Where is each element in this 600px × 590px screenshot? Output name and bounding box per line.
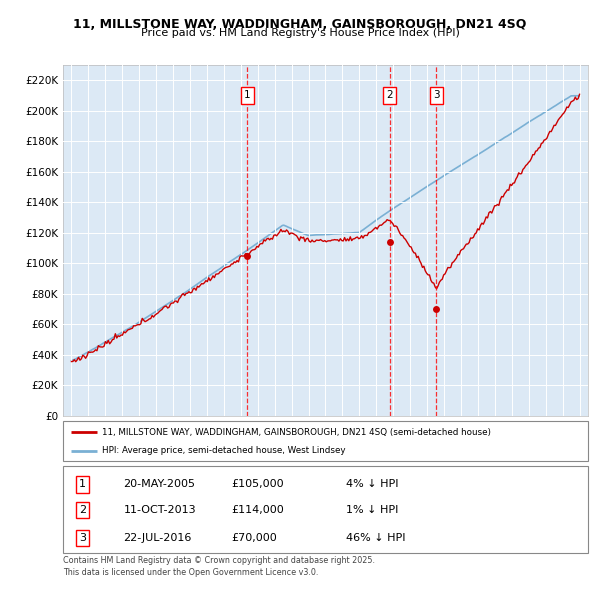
Text: £114,000: £114,000 [231, 505, 284, 514]
Text: £70,000: £70,000 [231, 533, 277, 543]
Text: Price paid vs. HM Land Registry's House Price Index (HPI): Price paid vs. HM Land Registry's House … [140, 28, 460, 38]
Text: 11, MILLSTONE WAY, WADDINGHAM, GAINSBOROUGH, DN21 4SQ: 11, MILLSTONE WAY, WADDINGHAM, GAINSBORO… [73, 18, 527, 31]
Text: 4% ↓ HPI: 4% ↓ HPI [347, 480, 399, 490]
Text: 1: 1 [244, 90, 251, 100]
Text: 1% ↓ HPI: 1% ↓ HPI [347, 505, 399, 514]
Text: Contains HM Land Registry data © Crown copyright and database right 2025.
This d: Contains HM Land Registry data © Crown c… [63, 556, 375, 576]
Text: HPI: Average price, semi-detached house, West Lindsey: HPI: Average price, semi-detached house,… [103, 446, 346, 455]
Text: 2: 2 [79, 505, 86, 514]
Text: 20-MAY-2005: 20-MAY-2005 [124, 480, 196, 490]
Text: £105,000: £105,000 [231, 480, 284, 490]
Text: 1: 1 [79, 480, 86, 490]
Text: 11, MILLSTONE WAY, WADDINGHAM, GAINSBOROUGH, DN21 4SQ (semi-detached house): 11, MILLSTONE WAY, WADDINGHAM, GAINSBORO… [103, 428, 491, 437]
Text: 22-JUL-2016: 22-JUL-2016 [124, 533, 192, 543]
Text: 3: 3 [433, 90, 440, 100]
FancyBboxPatch shape [63, 466, 588, 553]
Text: 46% ↓ HPI: 46% ↓ HPI [347, 533, 406, 543]
Text: 2: 2 [386, 90, 393, 100]
Text: 11-OCT-2013: 11-OCT-2013 [124, 505, 196, 514]
Text: 3: 3 [79, 533, 86, 543]
FancyBboxPatch shape [63, 421, 588, 461]
